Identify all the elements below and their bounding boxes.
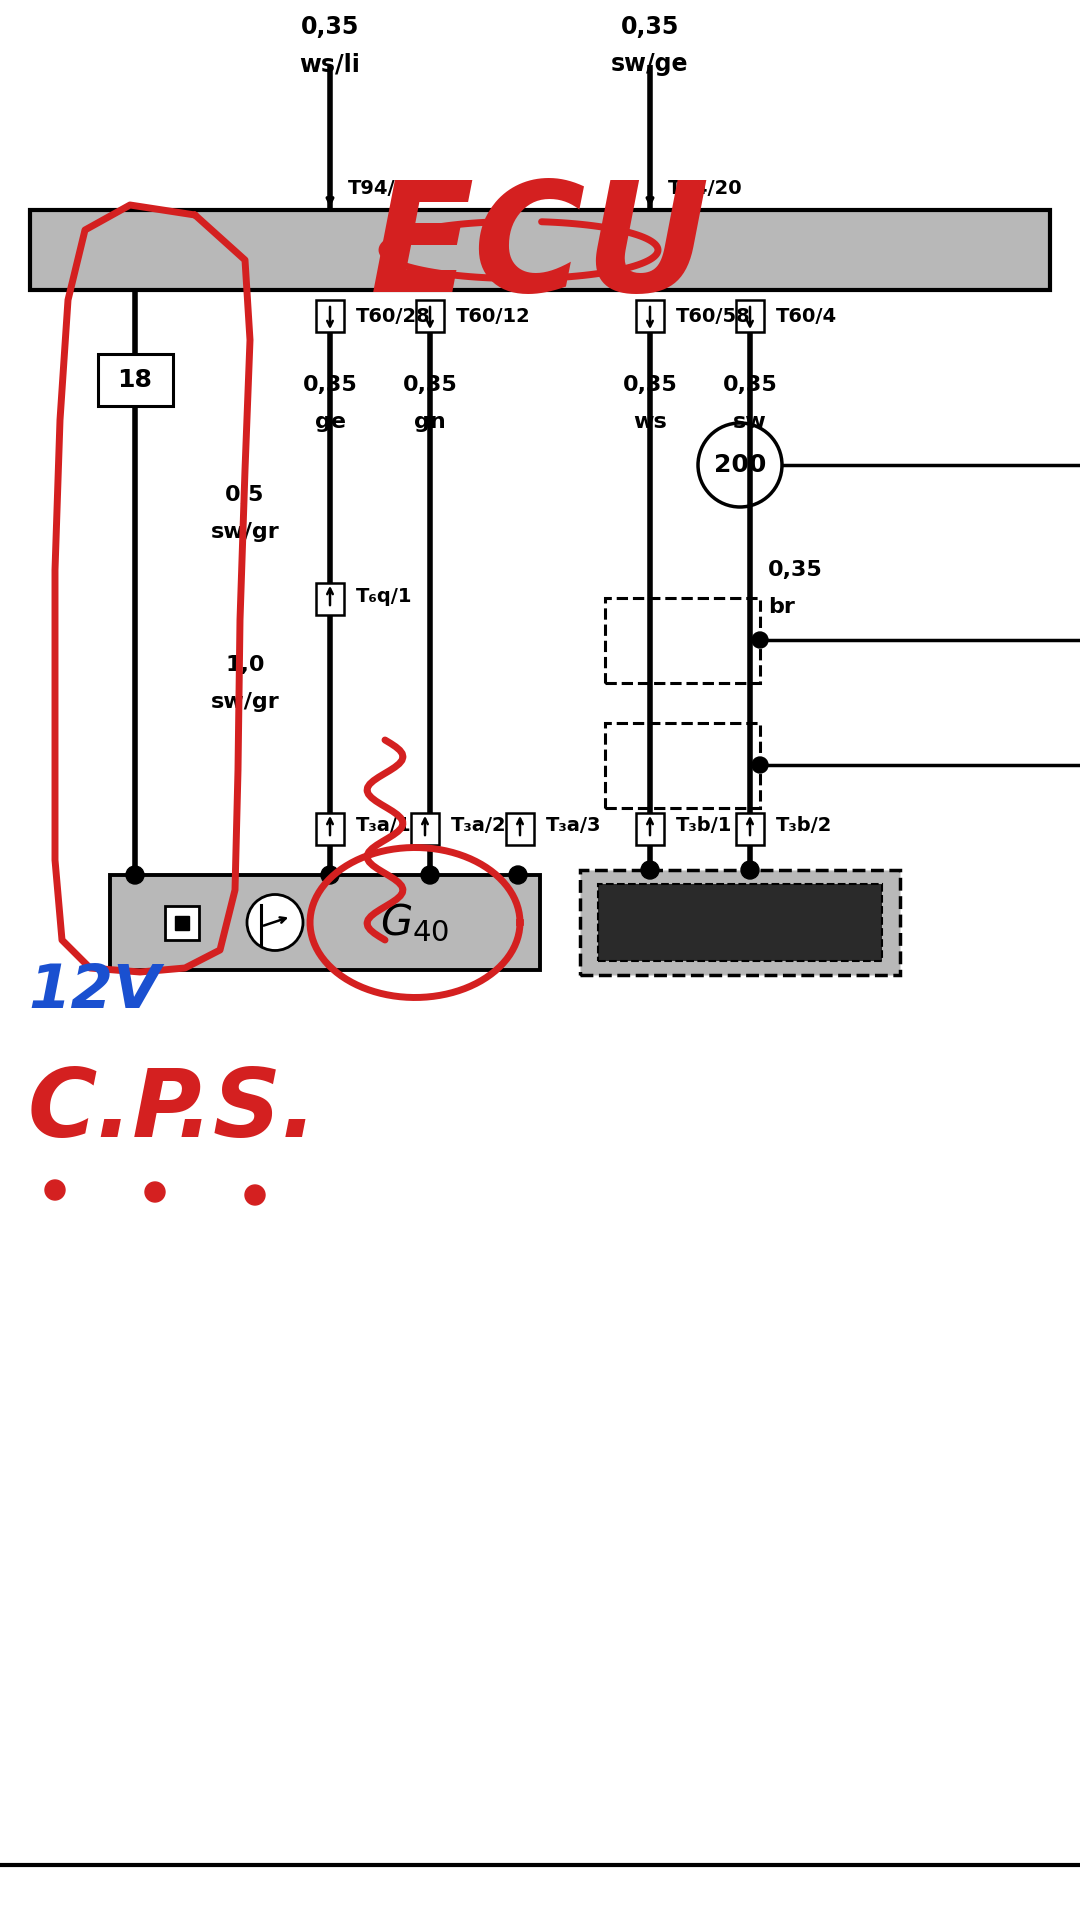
- Text: T60/28: T60/28: [356, 307, 431, 326]
- Text: sw/gr: sw/gr: [211, 522, 280, 541]
- Text: T60/58: T60/58: [676, 307, 751, 326]
- Circle shape: [752, 756, 768, 774]
- Bar: [411, 812, 438, 845]
- Circle shape: [421, 866, 438, 883]
- Text: 0,35: 0,35: [302, 374, 357, 396]
- Bar: [316, 584, 345, 614]
- Bar: [735, 812, 764, 845]
- Text: 0,35: 0,35: [623, 374, 677, 396]
- Text: 0,35: 0,35: [621, 15, 679, 38]
- Circle shape: [642, 860, 659, 879]
- Text: T₆q/1: T₆q/1: [356, 586, 413, 605]
- Bar: [110, 876, 540, 970]
- Circle shape: [321, 866, 339, 883]
- Bar: [316, 300, 345, 332]
- Bar: [416, 300, 444, 332]
- Text: T₃a/3: T₃a/3: [546, 816, 602, 835]
- Text: T₃b/2: T₃b/2: [777, 816, 833, 835]
- Circle shape: [752, 632, 768, 649]
- Text: ge: ge: [314, 413, 346, 432]
- Circle shape: [509, 866, 527, 883]
- Text: br: br: [768, 597, 795, 616]
- Text: 0,35: 0,35: [768, 561, 823, 580]
- Text: sw/ge: sw/ge: [611, 52, 689, 77]
- Text: ws: ws: [633, 413, 666, 432]
- Text: T60/12: T60/12: [456, 307, 530, 326]
- Text: ws/li: ws/li: [299, 52, 361, 77]
- Bar: [316, 812, 345, 845]
- Text: gn: gn: [414, 413, 446, 432]
- Text: 0,35: 0,35: [301, 15, 360, 38]
- Text: sw: sw: [733, 413, 767, 432]
- Circle shape: [45, 1181, 65, 1200]
- Circle shape: [741, 860, 759, 879]
- Bar: [97, 353, 173, 405]
- Circle shape: [245, 1185, 265, 1206]
- Bar: [165, 906, 199, 939]
- Text: T60/4: T60/4: [777, 307, 837, 326]
- Text: 18: 18: [118, 369, 152, 392]
- Text: T94/20: T94/20: [669, 179, 743, 198]
- Text: T₃a/2: T₃a/2: [451, 816, 507, 835]
- Text: 1,0: 1,0: [226, 655, 265, 676]
- Text: T94/90: T94/90: [348, 179, 422, 198]
- Bar: [507, 812, 534, 845]
- Text: 0,35: 0,35: [723, 374, 778, 396]
- Bar: [605, 597, 760, 682]
- Bar: [30, 209, 1050, 290]
- Text: C.P.S.: C.P.S.: [28, 1066, 318, 1158]
- Text: sw/gr: sw/gr: [211, 691, 280, 712]
- Bar: [636, 812, 664, 845]
- Text: 200: 200: [714, 453, 766, 476]
- Text: $G_{40}$: $G_{40}$: [380, 900, 449, 943]
- Circle shape: [145, 1183, 165, 1202]
- Bar: [580, 870, 900, 975]
- Text: 0,35: 0,35: [403, 374, 457, 396]
- Text: 12V: 12V: [28, 962, 160, 1021]
- Text: T₃a/1: T₃a/1: [356, 816, 411, 835]
- Text: ECU: ECU: [369, 175, 711, 324]
- Text: 0,5: 0,5: [226, 486, 265, 505]
- Bar: [605, 722, 760, 808]
- Bar: [598, 883, 882, 962]
- Bar: [175, 916, 189, 929]
- Bar: [636, 300, 664, 332]
- Bar: [735, 300, 764, 332]
- Text: T₃b/1: T₃b/1: [676, 816, 732, 835]
- Circle shape: [126, 866, 144, 883]
- Circle shape: [247, 895, 303, 950]
